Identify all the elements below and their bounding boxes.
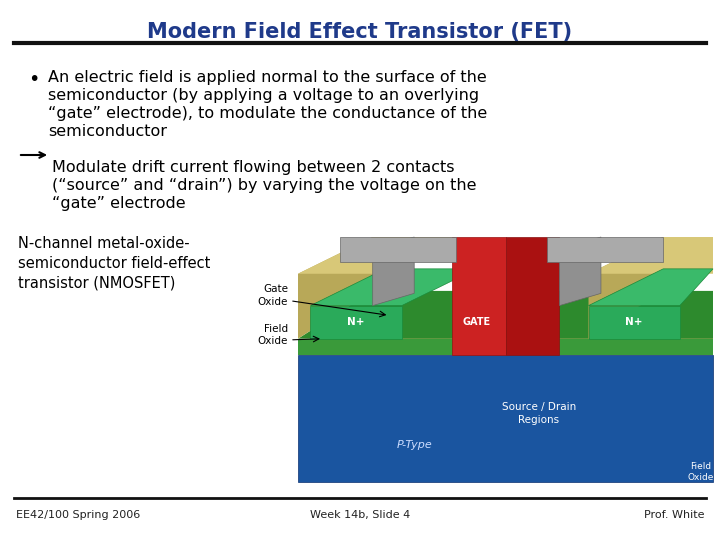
Text: Modulate drift current flowing between 2 contacts: Modulate drift current flowing between 2… xyxy=(52,160,454,175)
Text: semiconductor: semiconductor xyxy=(48,124,167,139)
Text: N+: N+ xyxy=(347,316,365,327)
Bar xyxy=(459,314,495,328)
Polygon shape xyxy=(298,306,713,355)
Text: Field
Oxide: Field Oxide xyxy=(688,462,714,482)
Text: “gate” electrode: “gate” electrode xyxy=(52,196,186,211)
Polygon shape xyxy=(298,355,713,482)
Polygon shape xyxy=(559,237,601,306)
Text: GATE: GATE xyxy=(462,316,490,327)
Text: P-Type: P-Type xyxy=(396,440,432,450)
Polygon shape xyxy=(547,237,663,261)
Polygon shape xyxy=(588,269,713,306)
Text: N-channel metal-oxide-: N-channel metal-oxide- xyxy=(18,236,189,251)
Polygon shape xyxy=(451,237,505,355)
Bar xyxy=(310,306,402,339)
Text: Week 14b, Slide 4: Week 14b, Slide 4 xyxy=(310,510,410,520)
Text: semiconductor (by applying a voltage to an overlying: semiconductor (by applying a voltage to … xyxy=(48,88,479,103)
Text: An electric field is applied normal to the surface of the: An electric field is applied normal to t… xyxy=(48,70,487,85)
Text: (“source” and “drain”) by varying the voltage on the: (“source” and “drain”) by varying the vo… xyxy=(52,178,477,193)
Text: Field
Oxide: Field Oxide xyxy=(258,323,288,346)
Polygon shape xyxy=(373,237,414,306)
Polygon shape xyxy=(505,237,559,355)
Text: N+: N+ xyxy=(626,316,643,327)
Polygon shape xyxy=(298,237,456,274)
Bar xyxy=(588,306,680,339)
Polygon shape xyxy=(588,237,713,274)
Bar xyxy=(298,339,713,355)
Text: transistor (NMOSFET): transistor (NMOSFET) xyxy=(18,276,176,291)
Text: EE42/100 Spring 2006: EE42/100 Spring 2006 xyxy=(16,510,140,520)
Text: Source / Drain
Regions: Source / Drain Regions xyxy=(502,402,576,425)
Text: semiconductor field-effect: semiconductor field-effect xyxy=(18,256,210,271)
Polygon shape xyxy=(310,269,477,306)
Text: •: • xyxy=(28,70,40,89)
Polygon shape xyxy=(298,237,373,339)
Polygon shape xyxy=(588,237,663,339)
Text: Prof. White: Prof. White xyxy=(644,510,704,520)
Text: “gate” electrode), to modulate the conductance of the: “gate” electrode), to modulate the condu… xyxy=(48,106,487,121)
Polygon shape xyxy=(298,291,713,339)
Polygon shape xyxy=(340,237,456,261)
Text: Modern Field Effect Transistor (FET): Modern Field Effect Transistor (FET) xyxy=(148,22,572,42)
Text: Gate
Oxide: Gate Oxide xyxy=(258,285,288,307)
